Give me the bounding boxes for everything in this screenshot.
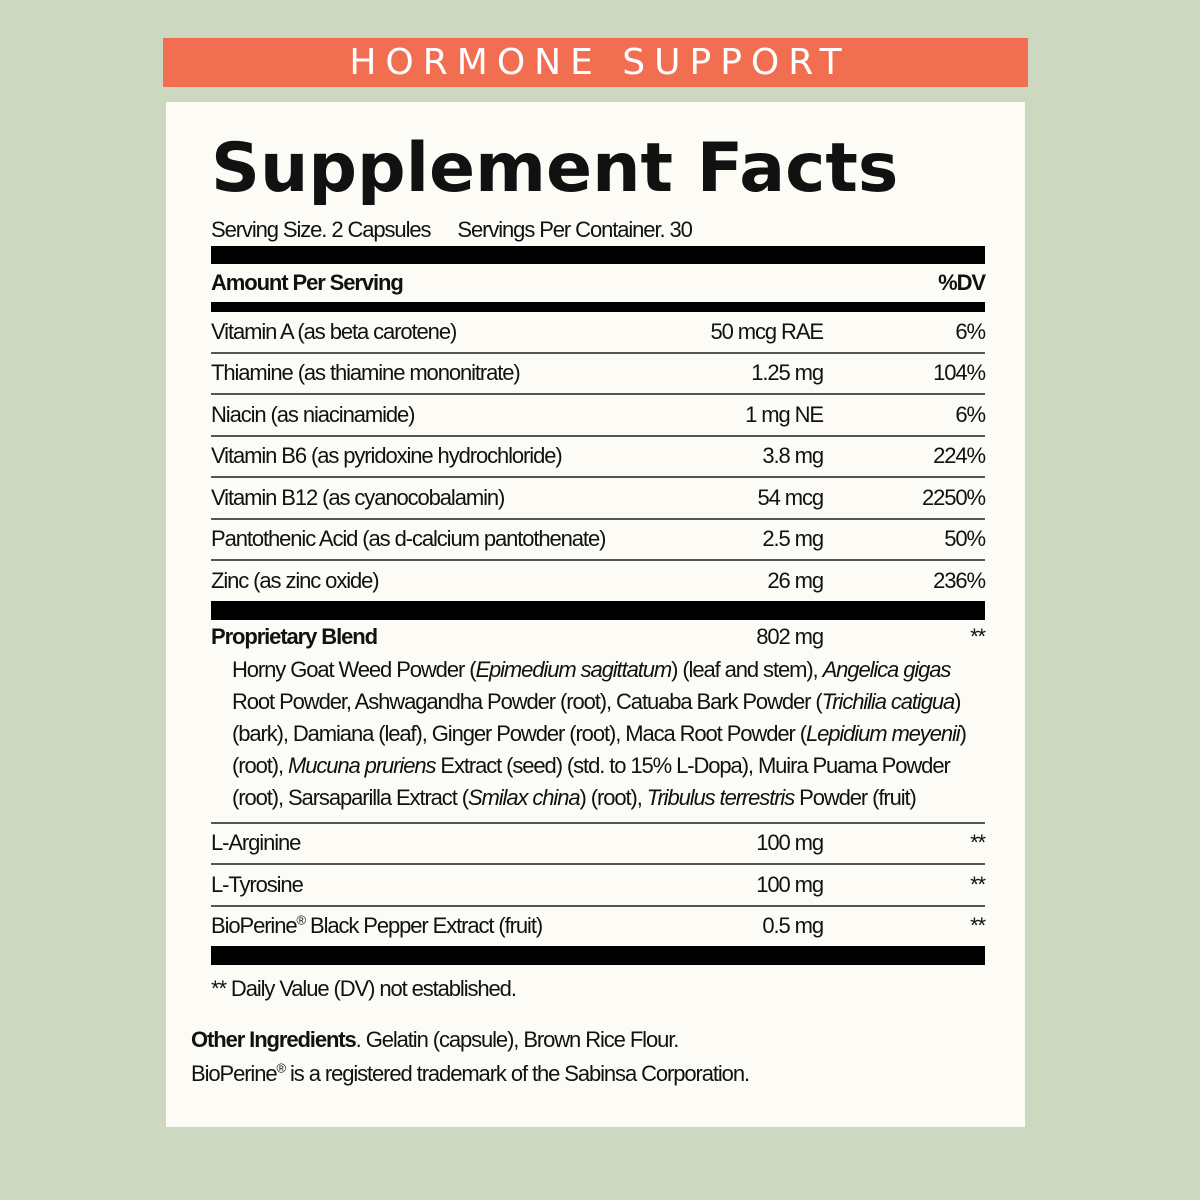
blend-row: Proprietary Blend 802 mg ** bbox=[211, 620, 986, 654]
table-row: Niacin (as niacinamide) 1 mg NE 6% bbox=[211, 395, 986, 437]
other-ingredients: Other Ingredients. Gelatin (capsule), Br… bbox=[191, 1023, 985, 1057]
divider-thick bbox=[211, 946, 985, 965]
nutrient-name: Zinc (as zinc oxide) bbox=[211, 567, 380, 593]
botanical-name: Tribulus terrestris bbox=[646, 784, 795, 810]
nutrient-dv: ** bbox=[970, 913, 986, 939]
nutrient-amount: 100 mg bbox=[756, 871, 824, 897]
blend-text: Horny Goat Weed Powder ( bbox=[232, 656, 477, 682]
divider-medium bbox=[211, 302, 985, 312]
trademark-note: BioPerine® is a registered trademark of … bbox=[191, 1060, 750, 1086]
banner-text: HORMONE SUPPORT bbox=[349, 42, 851, 83]
table-row: Vitamin B12 (as cyanocobalamin) 54 mcg 225… bbox=[211, 478, 986, 520]
nutrient-dv: 104% bbox=[933, 360, 986, 386]
table-row: Zinc (as zinc oxide) 26 mg 236% bbox=[211, 561, 986, 601]
table-row: L-Tyrosine 100 mg ** bbox=[211, 865, 986, 907]
blend-text: Powder (fruit) bbox=[794, 784, 917, 810]
nutrient-amount: 50 mcg RAE bbox=[710, 318, 825, 344]
nutrient-name: BioPerine® Black Pepper Extract (fruit) bbox=[211, 912, 543, 939]
serving-info: Serving Size. 2 Capsules Servings Per Co… bbox=[211, 214, 985, 246]
blend-name: Proprietary Blend bbox=[211, 623, 378, 649]
table-header: Amount Per Serving %DV bbox=[211, 264, 986, 302]
botanical-name: Smilax china bbox=[467, 784, 581, 810]
blend-text: Extract (seed) (std. to 15% L-Dopa), Mui… bbox=[232, 752, 951, 810]
divider-thick bbox=[211, 246, 985, 264]
botanical-name: Lepidium meyenii bbox=[805, 720, 961, 746]
table-row: Vitamin A (as beta carotene) 50 mcg RAE 6% bbox=[211, 312, 986, 354]
servings-per-container: Servings Per Container. 30 bbox=[457, 217, 692, 242]
blend-dv: ** bbox=[970, 623, 986, 649]
blend-amount: 802 mg bbox=[756, 623, 824, 649]
blend-text: Root Powder, Ashwagandha Powder (root), … bbox=[232, 688, 823, 714]
nutrient-list: Vitamin A (as beta carotene) 50 mcg RAE 6%… bbox=[211, 312, 986, 601]
nutrient-amount: 3.8 mg bbox=[762, 443, 824, 469]
blend-text: ) (root), bbox=[579, 784, 647, 810]
nutrient-name: Pantothenic Acid (as d-calcium pantothen… bbox=[211, 526, 606, 552]
table-row: Pantothenic Acid (as d-calcium pantothen… bbox=[211, 520, 986, 561]
nutrient-name: Vitamin B6 (as pyridoxine hydrochloride) bbox=[211, 443, 563, 469]
table-row: L-Arginine 100 mg ** bbox=[211, 824, 986, 865]
table-row: Thiamine (as thiamine mononitrate) 1.25 m… bbox=[211, 354, 986, 395]
table-row: Vitamin B6 (as pyridoxine hydrochloride)… bbox=[211, 437, 986, 478]
nutrient-dv: 6% bbox=[955, 318, 986, 344]
nutrient-amount: 0.5 mg bbox=[762, 913, 824, 939]
botanical-name: Trichilia catigua bbox=[821, 688, 956, 714]
nutrient-dv: ** bbox=[970, 871, 986, 897]
nutrient-name: L-Arginine bbox=[211, 830, 301, 856]
nutrient-dv: 224% bbox=[933, 443, 986, 469]
nutrient-amount: 100 mg bbox=[756, 830, 824, 856]
blend-ingredients: Horny Goat Weed Powder (Epimedium sagitt… bbox=[211, 654, 985, 824]
divider-thick bbox=[211, 600, 985, 620]
other-ingredients-label: Other Ingredients bbox=[191, 1027, 357, 1052]
dv-header: %DV bbox=[938, 270, 986, 295]
botanical-name: Mucuna pruriens bbox=[288, 752, 436, 778]
nutrient-dv: 6% bbox=[955, 401, 986, 427]
botanical-name: Angelica gigas bbox=[822, 656, 952, 682]
blend-text: ) (root), bbox=[232, 720, 967, 778]
table-row: BioPerine® Black Pepper Extract (fruit) 0… bbox=[211, 907, 986, 947]
nutrient-dv: ** bbox=[970, 830, 986, 856]
serving-size: Serving Size. 2 Capsules bbox=[211, 217, 432, 242]
footnote: ** Daily Value (DV) not established. bbox=[211, 976, 517, 1001]
nutrient-dv: 2250% bbox=[921, 484, 986, 510]
nutrient-name: Thiamine (as thiamine mononitrate) bbox=[211, 360, 521, 386]
nutrient-amount: 26 mg bbox=[767, 567, 824, 593]
category-banner: HORMONE SUPPORT bbox=[163, 38, 1028, 87]
nutrient-name: L-Tyrosine bbox=[211, 871, 304, 897]
nutrient-amount: 2.5 mg bbox=[762, 526, 824, 552]
amount-header: Amount Per Serving bbox=[211, 270, 404, 295]
blend-text: ) (bark), Damiana (leaf), Ginger Powder … bbox=[232, 688, 961, 746]
nutrient-name: Niacin (as niacinamide) bbox=[211, 401, 415, 427]
nutrient-amount: 54 mcg bbox=[757, 484, 824, 510]
page-title: Supplement Facts bbox=[211, 129, 899, 208]
other-ingredients-text: . Gelatin (capsule), Brown Rice Flour. bbox=[355, 1027, 680, 1052]
nutrient-amount: 1.25 mg bbox=[751, 360, 824, 386]
nutrient-dv: 236% bbox=[933, 567, 986, 593]
other-nutrient-list: L-Arginine 100 mg ** L-Tyrosine 100 mg ** BioP… bbox=[211, 824, 986, 947]
nutrient-amount: 1 mg NE bbox=[745, 401, 824, 427]
nutrient-name: Vitamin B12 (as cyanocobalamin) bbox=[211, 484, 505, 510]
botanical-name: Epimedium sagittatum bbox=[475, 656, 672, 682]
nutrient-dv: 50% bbox=[944, 526, 986, 552]
supplement-facts-panel: Supplement Facts Serving Size. 2 Capsule… bbox=[166, 102, 1025, 1127]
nutrient-name: Vitamin A (as beta carotene) bbox=[211, 318, 457, 344]
blend-text: ) (leaf and stem), bbox=[671, 656, 823, 682]
